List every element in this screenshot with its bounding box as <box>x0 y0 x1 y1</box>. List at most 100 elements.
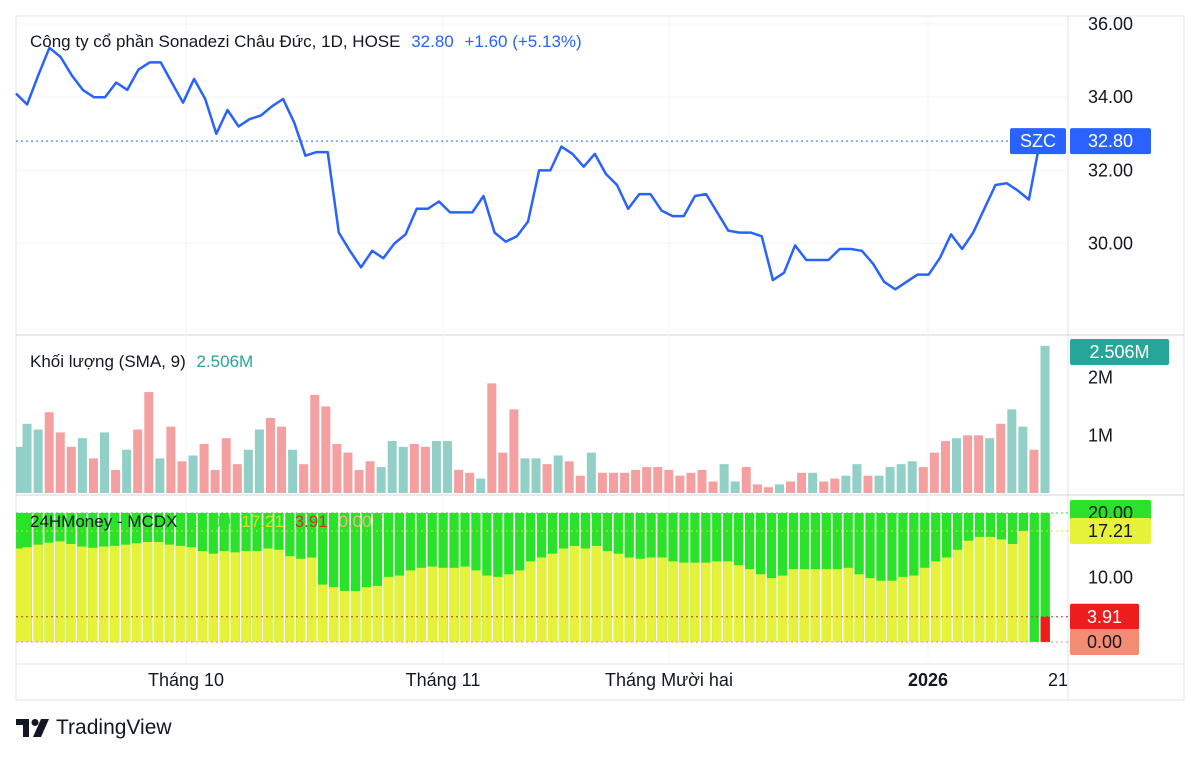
mcdx-yellow-bar <box>985 536 996 642</box>
volume-bar <box>509 409 519 493</box>
volume-bar <box>675 475 685 493</box>
mcdx-yellow-bar <box>307 557 317 642</box>
volume-bar <box>498 452 508 493</box>
volume-bar <box>741 467 751 493</box>
mcdx-yellow-bar <box>285 556 295 642</box>
mcdx-yellow-bar <box>208 553 218 642</box>
price-change: +1.60 (+5.13%) <box>464 32 582 51</box>
mcdx-yellow-bar <box>405 570 415 642</box>
mcdx-yellow-bar <box>996 539 1007 642</box>
volume-bar <box>155 458 165 493</box>
volume-bar <box>144 392 154 493</box>
mcdx-yellow-bar <box>44 542 54 642</box>
volume-bar <box>686 472 696 493</box>
volume-bar <box>88 458 98 493</box>
mcdx-yellow-bar <box>16 548 26 642</box>
volume-bar <box>752 484 762 493</box>
mcdx-yellow-bar <box>252 551 262 642</box>
mcdx-yellow-bar <box>843 567 853 642</box>
volume-pane <box>16 345 1050 493</box>
volume-bar <box>122 449 132 493</box>
volume-bar <box>797 472 807 493</box>
volume-tag-bg <box>1070 339 1169 365</box>
mcdx-yellow-bar <box>88 547 98 642</box>
mcdx-yellow-bar <box>460 566 470 642</box>
volume-bar <box>918 467 928 493</box>
volume-bar <box>830 478 840 493</box>
volume-bar <box>586 452 596 493</box>
mcdx-value-1: 20.00 <box>188 512 231 531</box>
mcdx-yellow-bar <box>175 545 186 642</box>
volume-bar <box>111 469 121 493</box>
volume-bar <box>1007 409 1017 493</box>
mcdx-yellow-bar <box>350 591 361 642</box>
volume-bar <box>22 423 32 493</box>
mcdx-yellow-bar <box>131 543 142 642</box>
mcdx-yellow-bar <box>766 578 777 642</box>
volume-bar <box>940 441 950 493</box>
mcdx-yellow-bar <box>777 575 788 642</box>
mcdx-yellow-bar <box>668 561 678 642</box>
mcdx-yellow-bar <box>624 557 634 642</box>
mcdx-yellow-bar <box>263 548 273 642</box>
mcdx-value-2: 17.21 <box>241 512 284 531</box>
mcdx-yellow-bar <box>471 570 481 642</box>
mcdx-yellow-bar <box>230 552 240 642</box>
mcdx-green-bar <box>350 513 361 642</box>
last-price: 32.80 <box>411 32 454 51</box>
tradingview-icon <box>16 719 49 737</box>
volume-bar <box>443 441 453 493</box>
volume-bar <box>620 472 630 493</box>
volume-bar <box>465 472 475 493</box>
mcdx-yellow-bar <box>427 566 437 642</box>
mcdx-yellow-bar <box>602 551 613 642</box>
volume-bar <box>597 472 607 493</box>
volume-bar <box>100 432 110 493</box>
volume-bar <box>16 446 25 493</box>
mcdx-yellow-bar <box>142 542 153 642</box>
volume-bar <box>852 464 862 493</box>
mcdx-value-3: 3.91 <box>294 512 328 531</box>
mcdx-yellow-bar <box>55 541 65 642</box>
volume-bar <box>985 438 995 493</box>
mcdx-yellow-bar <box>77 546 87 642</box>
mcdx-yellow-bar <box>679 562 689 642</box>
time-tick-label: 2026 <box>908 670 948 690</box>
mcdx-yellow-bar <box>723 561 733 642</box>
mcdx-yellow-bar <box>920 567 930 642</box>
mcdx-yellow-bar <box>635 558 645 642</box>
axis-labels: 36.00 34.00 32.00 30.00 2M 1M 10.00 Tháng 10 Thá… <box>148 14 1133 690</box>
volume-bar <box>409 443 419 493</box>
volume-bar <box>44 412 54 493</box>
volume-bar <box>896 464 906 493</box>
volume-bar <box>974 435 984 493</box>
volume-bar <box>774 484 784 493</box>
mcdx-yellow-bar <box>186 547 197 642</box>
mcdx-yellow-bar <box>99 546 109 642</box>
last-price-tag-bg <box>1070 128 1151 155</box>
volume-bar <box>77 438 87 493</box>
mcdx-yellow-bar <box>591 545 602 642</box>
mcdx-yellow-bar <box>120 544 131 642</box>
grid <box>15 15 1185 701</box>
volume-bar <box>210 469 220 493</box>
mcdx-yellow-bar <box>383 576 394 642</box>
mcdx-yellow-bar <box>1018 530 1028 642</box>
mcdx-yellow-bar <box>942 557 952 642</box>
mcdx-yellow-bar <box>569 545 580 642</box>
mcdx-yellow-bar <box>657 557 667 642</box>
mcdx-yellow-bar <box>416 567 426 642</box>
tradingview-logo[interactable]: TradingView <box>16 716 172 740</box>
mcdx-yellow-bar <box>504 574 514 642</box>
volume-bar <box>520 458 530 493</box>
volume-bar <box>66 446 76 493</box>
volume-bar <box>819 481 829 493</box>
mcdx-pane <box>16 512 1068 643</box>
mcdx-green-bar <box>876 513 886 642</box>
mcdx-green-bar <box>865 513 875 642</box>
volume-label: Khối lượng (SMA, 9) <box>30 352 186 371</box>
mcdx-yellow-bar <box>558 548 569 642</box>
time-tick-label: Tháng 11 <box>406 670 481 690</box>
mcdx-green-bar <box>328 513 339 642</box>
